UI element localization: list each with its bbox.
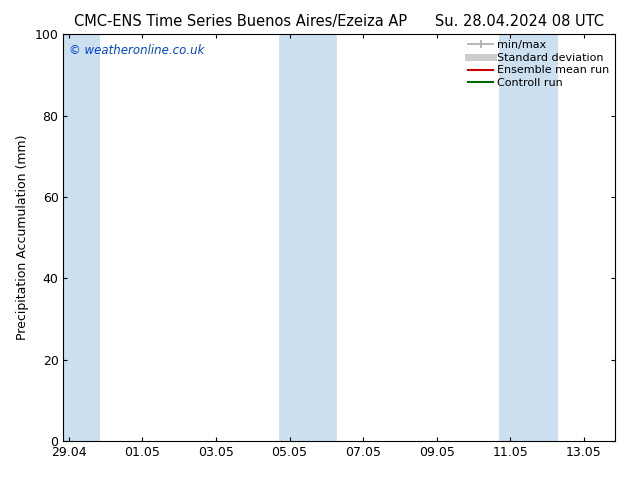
Legend: min/max, Standard deviation, Ensemble mean run, Controll run: min/max, Standard deviation, Ensemble me…: [466, 38, 612, 91]
Text: © weatheronline.co.uk: © weatheronline.co.uk: [69, 45, 204, 57]
Bar: [499, 34, 558, 441]
Y-axis label: Precipitation Accumulation (mm): Precipitation Accumulation (mm): [16, 135, 29, 341]
Bar: [63, 34, 100, 441]
Bar: [278, 34, 337, 441]
Title: CMC-ENS Time Series Buenos Aires/Ezeiza AP      Su. 28.04.2024 08 UTC: CMC-ENS Time Series Buenos Aires/Ezeiza …: [74, 14, 604, 29]
